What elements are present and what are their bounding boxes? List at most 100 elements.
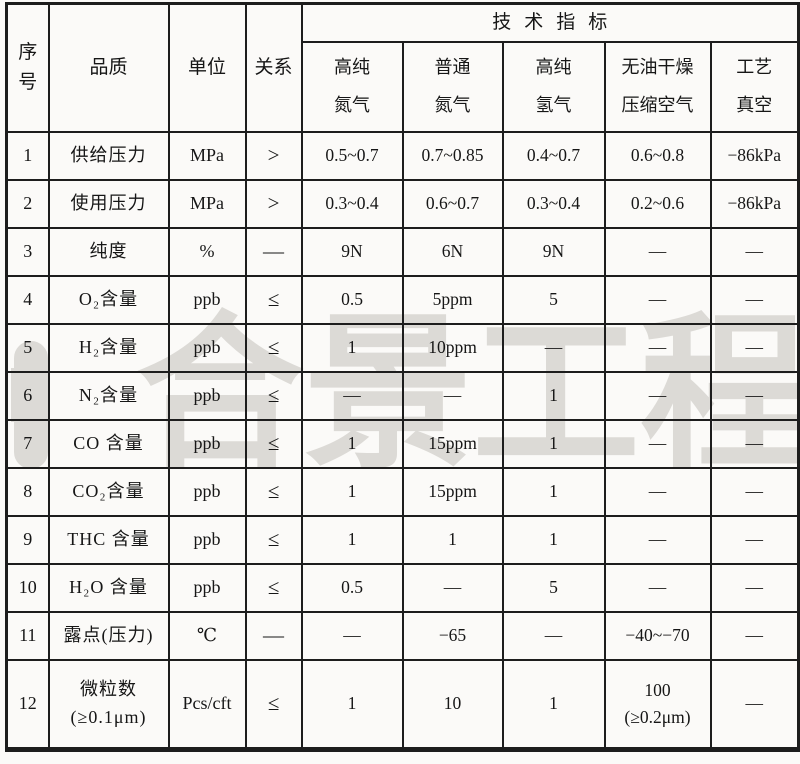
- header-quality: 品质: [47, 2, 170, 133]
- unit-cell: ppb: [167, 418, 247, 469]
- value-cell-high-purity-nitrogen: —: [300, 610, 404, 661]
- value-cell-high-purity-nitrogen: 1: [300, 514, 404, 565]
- table-row: 11 露点(压力) ℃ — — −65 — −40~−70 —: [5, 610, 800, 661]
- table-row: 8 CO₂含量 ppb ≤ 1 15ppm 1 — —: [5, 466, 800, 517]
- header-oil-free-dry-compressed-air: 无油干燥 压缩空气: [603, 40, 712, 133]
- header-ordinary-nitrogen: 普通 氮气: [401, 40, 504, 133]
- table-row: 4 O₂含量 ppb ≤ 0.5 5ppm 5 — —: [5, 274, 800, 325]
- relation-cell: >: [244, 130, 303, 181]
- quality-cell: 露点(压力): [47, 610, 170, 661]
- value-cell-high-purity-nitrogen: 0.5: [300, 562, 404, 613]
- value-cell-high-purity-nitrogen: 1: [300, 322, 404, 373]
- value-cell-high-purity-nitrogen: 9N: [300, 226, 404, 277]
- unit-cell: ppb: [167, 514, 247, 565]
- value-cell-compressed-air: 0.2~0.6: [603, 178, 712, 229]
- value-cell-high-purity-hydrogen: 1: [501, 658, 606, 751]
- row-number-cell: 8: [5, 466, 50, 517]
- relation-cell: ≤: [244, 562, 303, 613]
- value-cell-high-purity-hydrogen: 1: [501, 466, 606, 517]
- value-cell-high-purity-hydrogen: 5: [501, 274, 606, 325]
- header-unit: 单位: [167, 2, 247, 133]
- quality-cell: O₂含量: [47, 274, 170, 325]
- value-cell-ordinary-nitrogen: 6N: [401, 226, 504, 277]
- value-cell-high-purity-nitrogen: 1: [300, 466, 404, 517]
- value-cell-process-vacuum: —: [709, 610, 800, 661]
- value-cell-process-vacuum: —: [709, 562, 800, 613]
- unit-cell: ℃: [167, 610, 247, 661]
- value-cell-process-vacuum: —: [709, 370, 800, 421]
- value-cell-compressed-air: —: [603, 562, 712, 613]
- value-cell-high-purity-nitrogen: 1: [300, 418, 404, 469]
- row-number-cell: 2: [5, 178, 50, 229]
- header-high-purity-nitrogen: 高纯 氮气: [300, 40, 404, 133]
- relation-cell: ≤: [244, 514, 303, 565]
- unit-cell: ppb: [167, 322, 247, 373]
- value-cell-high-purity-nitrogen: —: [300, 370, 404, 421]
- header-high-purity-hydrogen: 高纯 氢气: [501, 40, 606, 133]
- relation-cell: ≤: [244, 370, 303, 421]
- value-cell-ordinary-nitrogen: 0.7~0.85: [401, 130, 504, 181]
- unit-cell: ppb: [167, 562, 247, 613]
- row-number-cell: 1: [5, 130, 50, 181]
- value-cell-ordinary-nitrogen: —: [401, 562, 504, 613]
- value-cell-process-vacuum: —: [709, 418, 800, 469]
- row-number-cell: 6: [5, 370, 50, 421]
- value-cell-compressed-air: —: [603, 466, 712, 517]
- value-cell-compressed-air: —: [603, 514, 712, 565]
- relation-cell: ≤: [244, 418, 303, 469]
- value-cell-high-purity-hydrogen: 0.3~0.4: [501, 178, 606, 229]
- value-cell-ordinary-nitrogen: 15ppm: [401, 418, 504, 469]
- value-cell-compressed-air: —: [603, 370, 712, 421]
- value-cell-process-vacuum: −86kPa: [709, 130, 800, 181]
- value-cell-compressed-air: 100 (≥0.2μm): [603, 658, 712, 751]
- row-number-cell: 12: [5, 658, 50, 751]
- header-relation: 关系: [244, 2, 303, 133]
- table-row: 2 使用压力 MPa > 0.3~0.4 0.6~0.7 0.3~0.4 0.2…: [5, 178, 800, 229]
- table-row: 5 H₂含量 ppb ≤ 1 10ppm — — —: [5, 322, 800, 373]
- value-cell-compressed-air: 0.6~0.8: [603, 130, 712, 181]
- header-row-spec-columns: 高纯 氮气 普通 氮气 高纯 氢气 无油干燥 压缩空气 工艺 真空: [7, 40, 800, 133]
- relation-cell: >: [244, 178, 303, 229]
- quality-cell: 使用压力: [47, 178, 170, 229]
- relation-cell: —: [244, 226, 303, 277]
- value-cell-high-purity-hydrogen: 5: [501, 562, 606, 613]
- row-number-cell: 9: [5, 514, 50, 565]
- header-serial-number: 序号: [5, 2, 50, 133]
- value-cell-high-purity-hydrogen: 1: [501, 370, 606, 421]
- row-number-cell: 4: [5, 274, 50, 325]
- relation-cell: ≤: [244, 466, 303, 517]
- row-number-cell: 11: [5, 610, 50, 661]
- relation-cell: ≤: [244, 274, 303, 325]
- unit-cell: Pcs/cft: [167, 658, 247, 751]
- spec-table: 序号 品质 单位 关系 技术指标 高纯 氮气 普通 氮气 高纯 氢气 无油干燥 …: [5, 2, 800, 752]
- row-number-cell: 3: [5, 226, 50, 277]
- quality-cell: CO 含量: [47, 418, 170, 469]
- quality-cell: 微粒数 (≥0.1μm): [47, 658, 170, 751]
- quality-cell: 供给压力: [47, 130, 170, 181]
- relation-cell: ≤: [244, 322, 303, 373]
- value-cell-compressed-air: —: [603, 226, 712, 277]
- header-technical-indicators: 技术指标: [300, 2, 800, 43]
- value-cell-compressed-air: —: [603, 322, 712, 373]
- row-number-cell: 10: [5, 562, 50, 613]
- table-row: 7 CO 含量 ppb ≤ 1 15ppm 1 — —: [5, 418, 800, 469]
- value-cell-high-purity-hydrogen: 9N: [501, 226, 606, 277]
- quality-cell: H₂含量: [47, 322, 170, 373]
- table-row: 6 N₂含量 ppb ≤ — — 1 — —: [5, 370, 800, 421]
- table-body: 1 供给压力 MPa > 0.5~0.7 0.7~0.85 0.4~0.7 0.…: [5, 130, 800, 751]
- value-cell-ordinary-nitrogen: 1: [401, 514, 504, 565]
- unit-cell: ppb: [167, 370, 247, 421]
- value-cell-compressed-air: −40~−70: [603, 610, 712, 661]
- header-row-group: 序号 品质 单位 关系 技术指标: [5, 2, 800, 133]
- table-row: 12 微粒数 (≥0.1μm) Pcs/cft ≤ 1 10 1 100 (≥0…: [5, 658, 800, 751]
- value-cell-process-vacuum: —: [709, 658, 800, 751]
- table-row: 9 THC 含量 ppb ≤ 1 1 1 — —: [5, 514, 800, 565]
- value-cell-compressed-air: —: [603, 418, 712, 469]
- table-header: 序号 品质 单位 关系 技术指标 高纯 氮气 普通 氮气 高纯 氢气 无油干燥 …: [5, 2, 800, 133]
- quality-cell: H₂O 含量: [47, 562, 170, 613]
- value-cell-high-purity-nitrogen: 0.5~0.7: [300, 130, 404, 181]
- row-number-cell: 7: [5, 418, 50, 469]
- table-row: 3 纯度 % — 9N 6N 9N — —: [5, 226, 800, 277]
- value-cell-high-purity-hydrogen: 1: [501, 514, 606, 565]
- unit-cell: ppb: [167, 274, 247, 325]
